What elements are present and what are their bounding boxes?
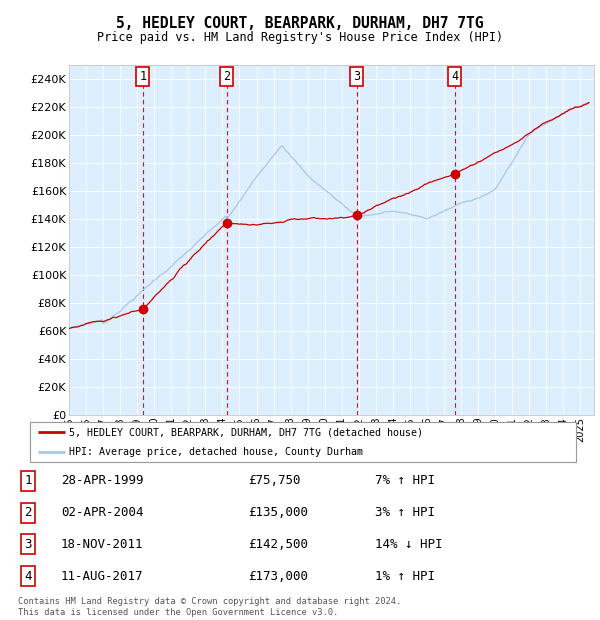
Text: 02-APR-2004: 02-APR-2004	[61, 506, 143, 519]
Text: 11-AUG-2017: 11-AUG-2017	[61, 570, 143, 583]
Text: 7% ↑ HPI: 7% ↑ HPI	[375, 474, 435, 487]
Text: 28-APR-1999: 28-APR-1999	[61, 474, 143, 487]
Text: 3% ↑ HPI: 3% ↑ HPI	[375, 506, 435, 519]
Text: 5, HEDLEY COURT, BEARPARK, DURHAM, DH7 7TG: 5, HEDLEY COURT, BEARPARK, DURHAM, DH7 7…	[116, 16, 484, 31]
Text: 2: 2	[223, 70, 230, 83]
Text: 4: 4	[451, 70, 458, 83]
Text: 1: 1	[25, 474, 32, 487]
Text: 4: 4	[25, 570, 32, 583]
Text: HPI: Average price, detached house, County Durham: HPI: Average price, detached house, Coun…	[70, 447, 364, 457]
Text: £173,000: £173,000	[248, 570, 308, 583]
Text: 3: 3	[353, 70, 360, 83]
Text: Contains HM Land Registry data © Crown copyright and database right 2024.
This d: Contains HM Land Registry data © Crown c…	[18, 598, 401, 617]
Text: £135,000: £135,000	[248, 506, 308, 519]
Text: £142,500: £142,500	[248, 538, 308, 551]
Text: 2: 2	[25, 506, 32, 519]
FancyBboxPatch shape	[30, 422, 576, 462]
Text: 1% ↑ HPI: 1% ↑ HPI	[375, 570, 435, 583]
Text: 5, HEDLEY COURT, BEARPARK, DURHAM, DH7 7TG (detached house): 5, HEDLEY COURT, BEARPARK, DURHAM, DH7 7…	[70, 427, 424, 437]
Text: Price paid vs. HM Land Registry's House Price Index (HPI): Price paid vs. HM Land Registry's House …	[97, 31, 503, 43]
Text: 18-NOV-2011: 18-NOV-2011	[61, 538, 143, 551]
Text: 3: 3	[25, 538, 32, 551]
Text: 1: 1	[139, 70, 146, 83]
Text: £75,750: £75,750	[248, 474, 301, 487]
Text: 14% ↓ HPI: 14% ↓ HPI	[375, 538, 442, 551]
